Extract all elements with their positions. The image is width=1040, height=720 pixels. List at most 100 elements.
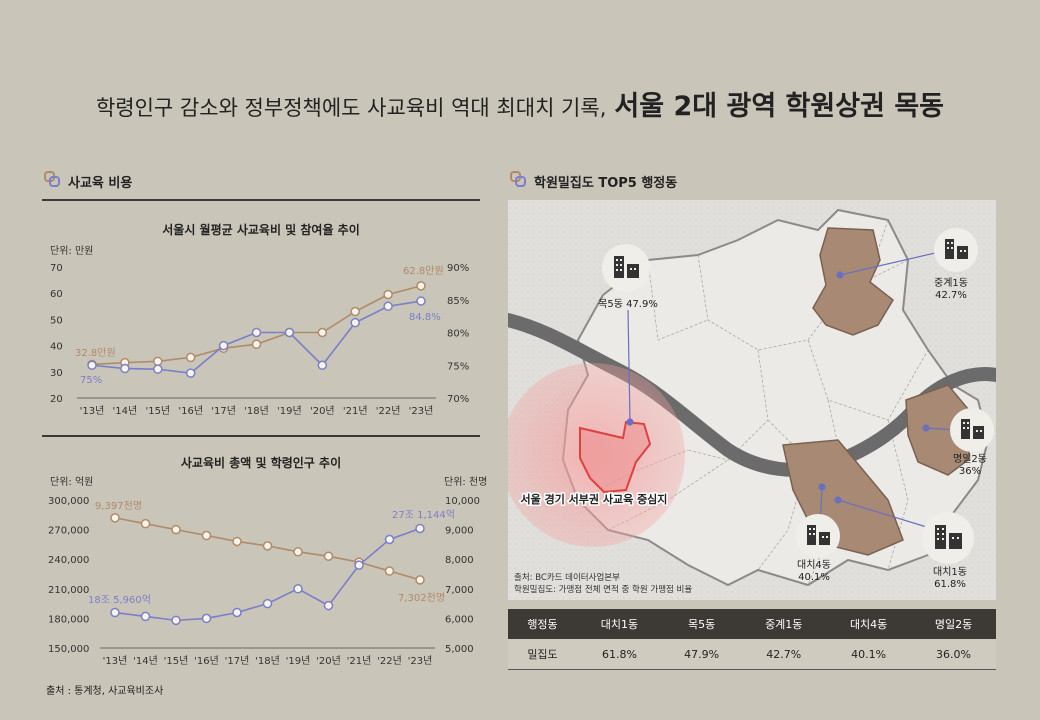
junggye1dong-area (812, 227, 894, 336)
x-tick: '13년 (103, 655, 128, 667)
data-point (171, 524, 181, 535)
rings-icon (510, 171, 526, 187)
headline: 학령인구 감소와 정부정책에도 사교육비 역대 최대치 기록, 서울 2대 광역 … (0, 84, 1040, 123)
x-tick: '13년 (80, 405, 105, 417)
table-cell: 42.7% (741, 639, 827, 670)
label-brown-end: 62.8만원 (403, 265, 444, 277)
data-point (323, 551, 334, 561)
map-source-line1: 출처: BC카드 데이터사업본부 (514, 572, 620, 583)
y-tick-right: 9,000 (445, 526, 474, 537)
table-cell: 밀집도 (508, 639, 578, 670)
label-brown-end: 7,302천명 (398, 592, 445, 604)
y-tick-left: 20 (50, 394, 63, 405)
map-connectors (626, 249, 959, 529)
y-tick-left: 50 (50, 315, 63, 326)
x-tick: '20년 (310, 405, 335, 417)
label-center: 서울 경기 서부권 사교육 중심지 (521, 492, 668, 506)
chart2-title: 사교육비 총액 및 학령인구 추이 (180, 456, 342, 470)
myeongil2dong-area (905, 384, 974, 476)
data-point (317, 327, 328, 338)
map-source-line2: 학원밀집도: 가맹점 전체 면적 중 학원 가맹점 비율 (514, 584, 692, 595)
data-point (317, 360, 328, 370)
data-point (201, 613, 212, 624)
building-icon-junggye1dong (934, 228, 978, 272)
chart2-unit-left: 단위: 억원 (50, 477, 94, 488)
label-daechi4dong-value: 40.1% (798, 572, 830, 583)
data-point (251, 327, 262, 338)
data-point (350, 306, 360, 317)
data-point (232, 536, 242, 547)
y-tick-right: 5,000 (445, 644, 474, 655)
data-point (120, 363, 130, 374)
y-tick-left: 240,000 (48, 555, 89, 566)
chart2-svg: 300,000 270,000 240,000 210,000 180,000 150,0… (48, 496, 480, 667)
y-tick-right: 90% (447, 263, 469, 274)
left-section-rule (42, 199, 480, 201)
y-tick-right: 8,000 (445, 555, 474, 566)
chart1-title: 서울시 월평균 사교육비 및 참여율 추이 (162, 223, 360, 237)
y-tick-left: 60 (50, 289, 63, 300)
data-point (185, 352, 196, 363)
label-blue-end: 27조 1,144억 (392, 509, 455, 521)
y-tick-left: 40 (50, 342, 63, 353)
density-table: 행정동 대치1동 목5동 중계1동 대치4동 명일2동 밀집도 61.8% 47… (508, 609, 996, 670)
table-header-cell: 대치4동 (826, 609, 912, 639)
x-tick: '19년 (277, 405, 302, 417)
table-row: 밀집도 61.8% 47.9% 42.7% 40.1% 36.0% (508, 639, 996, 670)
data-point (415, 575, 425, 585)
x-tick: '14년 (113, 405, 138, 417)
data-point (87, 360, 97, 370)
label-myeongil2dong-name: 명일2동 (953, 453, 987, 465)
data-point (140, 518, 151, 529)
data-point (293, 584, 303, 594)
data-point (384, 534, 395, 545)
y-tick-right: 7,000 (445, 585, 474, 596)
data-point (110, 607, 120, 618)
data-point (185, 368, 196, 378)
data-point (416, 296, 426, 306)
label-daechi4dong-name: 대치4동 (797, 559, 831, 571)
x-tick: '18년 (255, 655, 280, 667)
seoul-map: 목5동 47.9% 중계1동 42.7% 명일2동 36% 대치4동 40.1%… (508, 200, 996, 600)
data-point (153, 364, 163, 374)
data-point (383, 301, 393, 312)
y-tick-left: 210,000 (48, 585, 89, 596)
label-blue-start: 75% (80, 375, 102, 386)
table-cell: 61.8% (577, 639, 662, 670)
data-point (262, 541, 273, 551)
y-tick-right: 85% (447, 296, 469, 307)
y-tick-left: 270,000 (48, 526, 89, 537)
label-brown-start: 32.8만원 (75, 347, 116, 359)
data-point (218, 340, 229, 351)
table-header-cell: 중계1동 (741, 609, 827, 639)
x-tick: '15년 (164, 655, 189, 667)
y-tick-left: 70 (50, 263, 63, 274)
left-section-title: 사교육 비용 (68, 176, 133, 191)
data-point (384, 566, 395, 576)
x-tick: '17년 (211, 405, 236, 417)
x-tick: '17년 (225, 655, 250, 667)
x-tick: '23년 (409, 405, 434, 417)
table-cell: 36.0% (911, 639, 996, 670)
x-tick: '18년 (244, 405, 269, 417)
table-header-cell: 명일2동 (911, 609, 996, 639)
x-tick: '15년 (145, 405, 170, 417)
label-myeongil2dong-value: 36% (959, 466, 981, 477)
data-point (140, 611, 151, 622)
data-point (201, 530, 212, 541)
building-icon-myeongil2dong (950, 408, 994, 452)
building-icon-mok5dong (602, 244, 650, 292)
x-tick: '16년 (178, 405, 203, 417)
table-header-row: 행정동 대치1동 목5동 중계1동 대치4동 명일2동 (508, 609, 996, 639)
x-tick: '22년 (376, 405, 401, 417)
chart1-unit-left: 단위: 만원 (50, 246, 94, 257)
y-tick-left: 180,000 (48, 614, 89, 625)
label-junggye1dong-name: 중계1동 (934, 277, 968, 289)
data-point (323, 600, 334, 611)
building-badges (602, 228, 994, 564)
mok5dong-area (579, 420, 652, 494)
table-header-cell: 대치1동 (577, 609, 662, 639)
x-tick: '23년 (408, 655, 433, 667)
label-brown-start: 9,397천명 (95, 500, 142, 512)
x-tick: '21년 (343, 405, 368, 417)
